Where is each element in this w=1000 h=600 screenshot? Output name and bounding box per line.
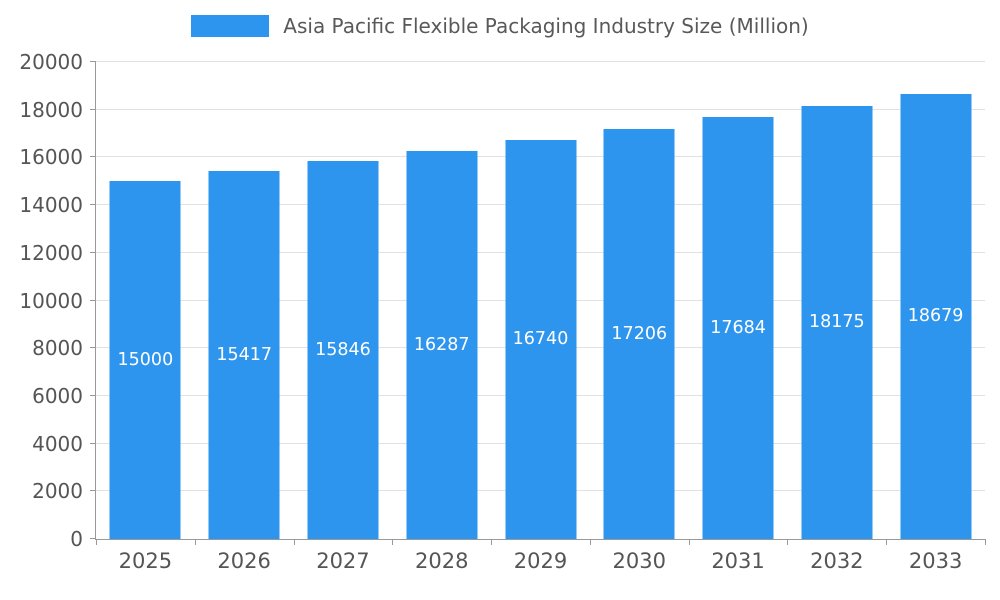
y-axis-label: 10000 — [19, 288, 83, 313]
bar-2029: 16740 — [505, 139, 576, 539]
y-axis-tick — [90, 538, 96, 539]
bar-value-label: 17206 — [611, 323, 668, 344]
bar-value-label: 15417 — [216, 345, 272, 366]
x-axis-label: 2032 — [810, 549, 864, 573]
bar-2031: 17684 — [702, 117, 774, 539]
y-axis-label: 6000 — [32, 383, 83, 408]
x-axis-tick — [96, 539, 97, 545]
x-axis-tick — [491, 539, 493, 545]
x-axis-tick — [985, 539, 986, 545]
bar-2033: 18679 — [900, 93, 972, 539]
x-axis-label: 2030 — [612, 549, 666, 573]
y-axis-label: 0 — [70, 527, 83, 551]
bar-value-label: 16287 — [413, 334, 470, 355]
gridline — [96, 108, 985, 110]
legend-swatch — [191, 15, 270, 37]
x-axis-label: 2029 — [513, 549, 568, 573]
bar-2032: 18175 — [801, 105, 873, 539]
y-axis-tick — [90, 442, 96, 444]
bar-value-label: 15846 — [315, 340, 371, 361]
x-axis-tick — [688, 539, 690, 545]
plot-area: 0 2000 4000 6000 8000 10000 12000 14000 16000 180… — [19, 50, 986, 573]
x-axis-label: 2026 — [217, 549, 271, 573]
x-axis-tick — [787, 539, 789, 545]
bar-value-label: 18175 — [808, 312, 865, 333]
y-axis-label: 12000 — [19, 240, 83, 265]
x-axis-label: 2027 — [316, 549, 370, 573]
y-axis-label: 4000 — [32, 431, 83, 456]
x-axis-tick — [194, 539, 196, 545]
y-axis-tick — [90, 347, 96, 349]
x-axis-tick — [392, 539, 394, 545]
y-axis-label: 18000 — [19, 97, 83, 122]
y-axis-tick — [90, 61, 96, 62]
bar-value-label: 17684 — [710, 318, 766, 339]
bar-value-label: 18679 — [907, 306, 964, 327]
bar-value-label: 16740 — [512, 329, 569, 350]
x-axis-label: 2025 — [118, 549, 173, 573]
chart-title: Asia Pacific Flexible Packaging Industry… — [283, 14, 809, 38]
bar-2030: 17206 — [603, 128, 675, 539]
y-axis-tick — [90, 490, 96, 492]
x-axis-label: 2031 — [711, 549, 765, 573]
x-axis-tick — [589, 539, 591, 545]
x-axis-tick — [293, 539, 295, 545]
bar-2026: 15417 — [208, 171, 280, 539]
bar-2027: 15846 — [307, 161, 379, 539]
bar-2025: 15000 — [109, 181, 181, 539]
chart-legend: Asia Pacific Flexible Packaging Industry… — [0, 14, 1000, 38]
x-axis-tick — [886, 539, 888, 545]
y-axis-tick — [90, 204, 96, 206]
y-axis-tick — [90, 156, 96, 158]
x-axis-label: 2033 — [908, 549, 963, 573]
x-axis-label: 2028 — [414, 549, 469, 573]
y-axis-tick — [90, 394, 96, 396]
gridline — [96, 61, 985, 62]
y-axis-tick — [90, 299, 96, 301]
y-axis-tick — [90, 108, 96, 110]
y-axis-label: 2000 — [32, 479, 83, 504]
y-axis-label: 20000 — [19, 50, 83, 74]
bar-2028: 16287 — [406, 150, 478, 539]
bar-value-label: 15000 — [117, 350, 174, 371]
y-axis-label: 8000 — [32, 336, 83, 361]
y-axis-label: 14000 — [19, 193, 83, 218]
y-axis-label: 16000 — [19, 145, 83, 170]
y-axis-tick — [90, 251, 96, 253]
